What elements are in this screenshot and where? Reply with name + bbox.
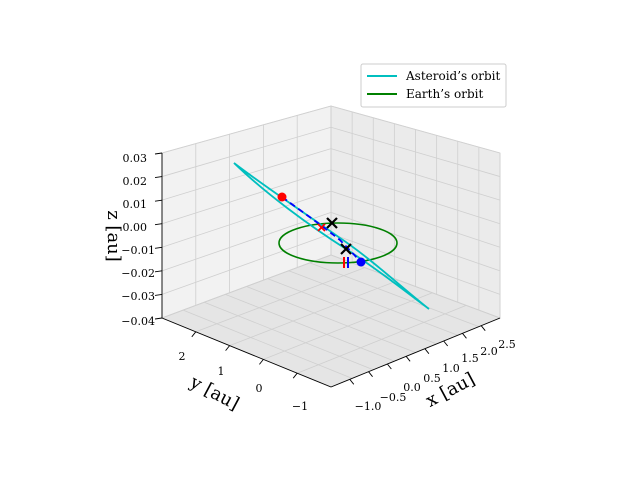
z-tick-label: 0.02 [123, 175, 148, 188]
z-tick-label: 0.00 [123, 221, 148, 234]
x-tick-label: 2.5 [498, 338, 516, 351]
z-tick-mark [154, 176, 163, 179]
x-tick-mark [386, 363, 392, 370]
y-tick-label: 1 [218, 365, 225, 378]
y-axis-line [161, 317, 332, 388]
y-tick-mark [191, 331, 197, 338]
z-grid-line [161, 190, 332, 248]
z-grid-line [161, 169, 332, 225]
y-axis-label: y [au] [186, 371, 243, 415]
z-tick-mark [154, 199, 163, 202]
z-grid-line [161, 233, 332, 295]
marker-red-x [317, 223, 326, 232]
x-tick-label: 2.0 [480, 345, 498, 358]
x-tick-mark [424, 348, 430, 354]
z-tick-mark [154, 246, 163, 249]
x-tick-labels: −1.0 −0.5 0.0 0.5 1.0 1.5 2.0 2.5 [355, 338, 516, 413]
z-tick-label: −0.02 [121, 267, 155, 280]
y-tick-labels: 2 1 0 −1 [179, 350, 309, 413]
z-axis-label: z [au] [103, 210, 124, 262]
y-tick-mark [225, 345, 230, 351]
z-tick-label: 0.01 [123, 198, 148, 211]
legend-label-earth: Earth’s orbit [406, 87, 483, 101]
z-tick-label: −0.03 [121, 290, 155, 303]
x-axis-line [330, 317, 501, 388]
x-tick-label: 0.5 [423, 372, 441, 385]
y-tick-mark [292, 372, 298, 379]
z-tick-mark [154, 270, 163, 273]
z-tick-mark [154, 223, 163, 226]
y-tick-label: 0 [256, 382, 263, 395]
z-tick-labels: 0.03 0.02 0.01 0.00 −0.01 −0.02 −0.03 −0… [121, 152, 155, 328]
x-grid-line [309, 262, 480, 327]
marker-red-circle [277, 192, 287, 202]
y-tick-label: −1 [292, 400, 308, 413]
marker-blue-circle [356, 257, 366, 267]
z-tick-mark [154, 317, 163, 320]
x-tick-mark [349, 379, 355, 385]
z-grid-line [161, 126, 332, 177]
x-tick-mark [462, 333, 467, 339]
tick-marks [154, 152, 501, 388]
z-tick-label: −0.01 [121, 244, 155, 257]
x-grid-line [288, 270, 458, 336]
marker-black-x-lower [340, 243, 352, 255]
earth-orbit-line [278, 222, 398, 264]
x-tick-label: −1.0 [355, 400, 382, 413]
z-tick-label: 0.03 [123, 152, 148, 165]
x-tick-mark [443, 340, 449, 347]
legend: Asteroid’s orbit Earth’s orbit [360, 63, 507, 108]
x-tick-label: −0.5 [380, 391, 407, 404]
x-grid-line [182, 309, 353, 379]
x-tick-label: 1.5 [461, 352, 479, 365]
x-tick-mark [368, 371, 373, 377]
x-grid-line [225, 294, 395, 362]
markers [277, 192, 366, 268]
x-tick-mark [480, 325, 486, 331]
y-tick-label: 2 [179, 350, 186, 363]
z-grid-line [161, 212, 332, 272]
z-grid-line [161, 105, 332, 154]
z-tick-label: −0.04 [121, 315, 155, 328]
z-tick-mark [154, 152, 163, 155]
x-grid-line [267, 278, 437, 345]
x-tick-label: 1.0 [442, 362, 460, 375]
x-grid-line [246, 286, 416, 353]
marker-black-x-upper [326, 217, 338, 229]
grid-lines [161, 105, 501, 388]
x-grid-line [204, 301, 374, 371]
x-tick-mark [405, 356, 411, 362]
y-tick-mark [259, 359, 264, 365]
x-tick-label: 0.0 [403, 381, 421, 394]
legend-label-asteroid: Asteroid’s orbit [405, 69, 500, 83]
z-tick-mark [154, 293, 163, 296]
legend-frame [360, 63, 507, 108]
